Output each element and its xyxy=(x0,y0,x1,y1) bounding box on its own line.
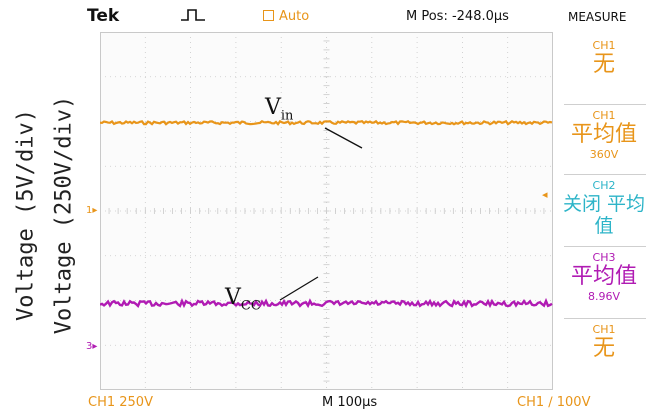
ch1-scale: CH1 250V xyxy=(88,395,153,410)
y-axis-label-250v: Voltage (250V/div) xyxy=(51,95,77,335)
measure-separator xyxy=(564,104,646,105)
measure-channel: CH1 xyxy=(592,323,616,336)
measure-item[interactable]: CH1 平均值 360V xyxy=(562,110,646,160)
vcc-sub: CC xyxy=(240,298,261,314)
measure-channel: CH2 xyxy=(592,179,616,192)
vin-sub: in xyxy=(280,108,294,124)
annotation-leaders xyxy=(279,127,363,301)
ch1-ground-marker[interactable]: 1▸ xyxy=(86,205,98,216)
vcc-trace xyxy=(99,297,553,309)
measure-menu-title: MEASURE xyxy=(568,10,627,24)
measure-item[interactable]: CH1 无 xyxy=(562,324,646,360)
vin-main: V xyxy=(265,95,281,120)
y-axis-label-5v: Voltage (5V/div) xyxy=(13,109,39,321)
graticule-grid xyxy=(99,31,554,391)
top-status-bar: Tek Auto M Pos: -248.0µs MEASURE xyxy=(80,0,650,30)
trigger-level-marker: ◂ xyxy=(542,188,548,201)
time-scale: M 100µs xyxy=(322,395,378,410)
measure-channel: CH1 xyxy=(592,109,616,122)
measure-separator xyxy=(564,318,646,319)
measure-channel: CH1 xyxy=(592,39,616,52)
oscilloscope-screen: Tek Auto M Pos: -248.0µs MEASURE ↓ 1▸ 3▸… xyxy=(80,0,650,413)
trigger-readout: CH1 ∕ 100V xyxy=(517,395,591,410)
measure-value: 8.96V xyxy=(587,290,621,303)
trigger-edge-icon xyxy=(180,8,206,26)
measure-separator xyxy=(564,246,646,247)
measure-function: 平均值 xyxy=(570,264,637,289)
vin-annotation: Vin xyxy=(265,95,293,123)
vcc-leader-line xyxy=(279,276,319,301)
measure-channel: CH3 xyxy=(592,251,616,264)
measure-function: 无 xyxy=(592,336,615,361)
ch3-ground-marker[interactable]: 3▸ xyxy=(86,341,98,352)
bottom-status-bar: CH1 250V M 100µs CH1 ∕ 100V xyxy=(80,393,650,413)
measure-item[interactable]: CH3 平均值 8.96V xyxy=(562,252,646,302)
mode-label: Auto xyxy=(279,9,310,24)
vin-trace xyxy=(99,119,553,126)
vcc-main: V xyxy=(225,285,241,310)
measure-function: 平均值 xyxy=(570,122,637,147)
vcc-annotation: VCC xyxy=(225,285,261,313)
measure-item[interactable]: CH2 关闭 平均值 xyxy=(562,180,646,238)
vin-leader-line xyxy=(324,127,363,149)
measure-separator xyxy=(564,174,646,175)
measure-function: 无 xyxy=(592,52,615,77)
mode-icon xyxy=(263,10,274,21)
horizontal-position: M Pos: -248.0µs xyxy=(406,9,509,24)
measure-item[interactable]: CH1 无 xyxy=(562,40,646,76)
acquisition-mode[interactable]: Auto xyxy=(263,9,309,24)
brand-label: Tek xyxy=(87,6,120,26)
measure-function: 关闭 平均值 xyxy=(562,193,646,237)
measure-panel: CH1 无 CH1 平均值 360V CH2 关闭 平均值 CH3 平均值 8.96V CH1 无 xyxy=(562,34,650,394)
measure-value: 360V xyxy=(589,148,619,161)
graticule xyxy=(99,31,554,391)
